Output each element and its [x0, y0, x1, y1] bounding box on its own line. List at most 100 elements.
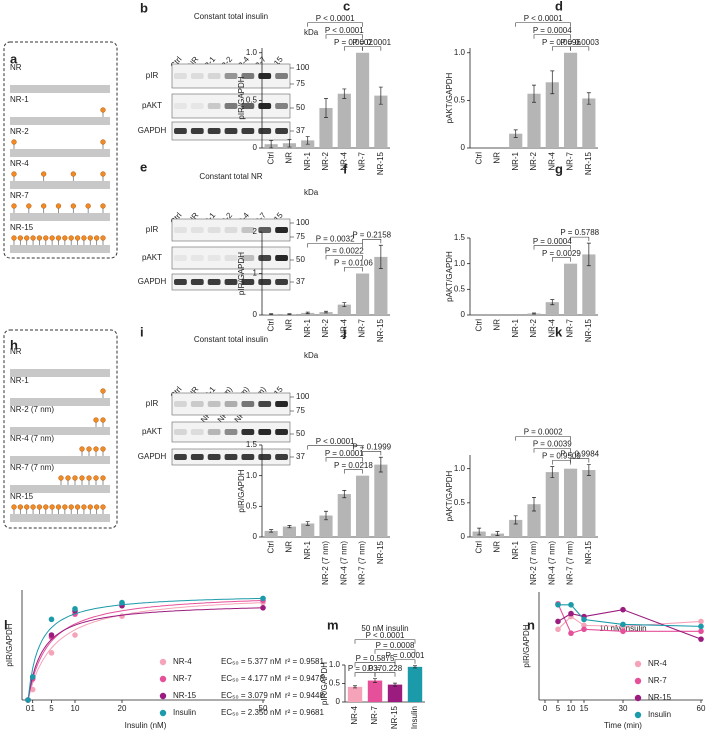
- insulin-icon: [74, 504, 81, 510]
- p-value: P = 0.5788: [560, 228, 599, 237]
- y-tick-label: 2: [253, 227, 258, 236]
- insulin-icon: [68, 235, 74, 241]
- bar: [582, 98, 596, 148]
- x-tick-label: Insulin: [410, 706, 419, 729]
- legend-label: NR-4: [648, 659, 667, 668]
- insulin-icon: [24, 504, 30, 510]
- x-tick-label: NR-7: [370, 705, 379, 724]
- insulin-icon: [11, 171, 17, 177]
- error-bar: [513, 515, 518, 525]
- panel-letter: c: [343, 0, 350, 13]
- data-point: [260, 595, 266, 602]
- bar: [367, 680, 383, 702]
- blot-band: [258, 279, 272, 285]
- insulin-icon: [68, 504, 74, 510]
- significance-bracket: [374, 672, 396, 677]
- insulin-icon: [43, 235, 49, 241]
- p-value: P = 0.0001: [325, 449, 364, 458]
- error-bar: [287, 313, 292, 315]
- y-tick-label: 1.5: [246, 440, 258, 449]
- p-value: P = 0.0001: [352, 38, 391, 47]
- fit-curve: [27, 602, 264, 701]
- insulin-icon: [72, 475, 78, 481]
- row-label: pAKT: [142, 101, 162, 110]
- y-tick-label: 0.5: [454, 95, 466, 104]
- error-bar: [378, 456, 383, 473]
- legend-marker: [159, 658, 167, 666]
- fit-curve: [27, 607, 264, 701]
- x-tick-label: NR-1: [511, 318, 520, 337]
- x-tick-label: NR-15: [376, 318, 385, 342]
- significance-bracket: [325, 34, 363, 39]
- x-tick-label: 10: [567, 704, 576, 713]
- error-bar: [586, 464, 591, 476]
- blot-band: [174, 128, 187, 134]
- row-label: pAKT: [142, 253, 162, 262]
- data-point: [48, 616, 55, 623]
- bar: [355, 52, 370, 149]
- blot-band: [258, 401, 272, 407]
- y-tick-label: 0: [461, 310, 466, 319]
- y-tick-label: 1.0: [454, 259, 466, 268]
- construct-bar: [10, 485, 110, 493]
- legend-r2: r² = 0.9681: [285, 708, 324, 717]
- blot-band: [241, 454, 255, 460]
- data-point: [581, 626, 587, 633]
- blot-band: [207, 454, 221, 460]
- insulin-icon: [93, 235, 100, 241]
- row-label: pIR: [146, 71, 159, 80]
- bar: [582, 254, 596, 315]
- bar: [374, 95, 388, 148]
- construct-label: NR-4: [10, 159, 29, 168]
- insulin-icon: [17, 504, 24, 510]
- blot-strip: [171, 246, 291, 270]
- construct-label: NR-2: [10, 127, 29, 136]
- x-tick-label: 20: [118, 704, 127, 713]
- x-tick-label: NR-7: [566, 318, 575, 337]
- data-point: [72, 632, 78, 638]
- blot-band: [275, 429, 288, 435]
- insulin-icon: [62, 235, 68, 241]
- kda-marker: 50: [296, 429, 305, 438]
- y-tick-label: 1.0: [454, 464, 466, 473]
- insulin-icon: [93, 446, 99, 452]
- error-bar: [353, 685, 357, 689]
- bar: [374, 256, 388, 315]
- insulin-icon: [93, 417, 99, 423]
- blot-title: Constant total insulin: [194, 12, 268, 21]
- p-value: P < 0.0001: [325, 26, 364, 35]
- p-value: P = 0.0218: [334, 461, 373, 470]
- data-point: [119, 599, 125, 606]
- bar: [407, 666, 423, 702]
- legend-ec50: EC₅₀ = 2.350 nM: [221, 708, 281, 717]
- error-bar: [342, 88, 347, 99]
- blot-band: [174, 401, 187, 407]
- construct-label: NR-1: [10, 95, 29, 104]
- blot-band: [258, 454, 272, 460]
- x-tick-label: Ctrl: [474, 152, 483, 165]
- blot-band: [241, 73, 255, 79]
- significance-bracket: [354, 662, 396, 667]
- row-label: pIR: [146, 399, 159, 408]
- construct-label: NR-15: [10, 492, 34, 501]
- x-tick-label: NR-4 (7 nm): [339, 541, 348, 585]
- x-tick-label: NR-15: [390, 705, 399, 729]
- x-tick-label: NR-15: [376, 540, 385, 564]
- p-value: P < 0.0001: [316, 14, 355, 23]
- kda-marker: 50: [296, 255, 305, 264]
- significance-bracket: [362, 450, 382, 456]
- significance-bracket: [362, 238, 382, 244]
- blot-band: [224, 454, 238, 460]
- p-value: P < 0.0001: [524, 14, 563, 23]
- error-bar: [586, 92, 591, 105]
- construct-label: NR: [10, 63, 22, 72]
- bar: [563, 263, 578, 315]
- blot-band: [190, 73, 204, 79]
- bar: [282, 526, 297, 537]
- y-tick-label: 0: [336, 697, 341, 706]
- bar: [301, 523, 315, 537]
- x-tick-label: NR-2: [321, 318, 330, 337]
- legend-marker: [634, 660, 642, 668]
- x-axis-label: Time (min): [604, 721, 642, 730]
- blot-band: [275, 255, 288, 261]
